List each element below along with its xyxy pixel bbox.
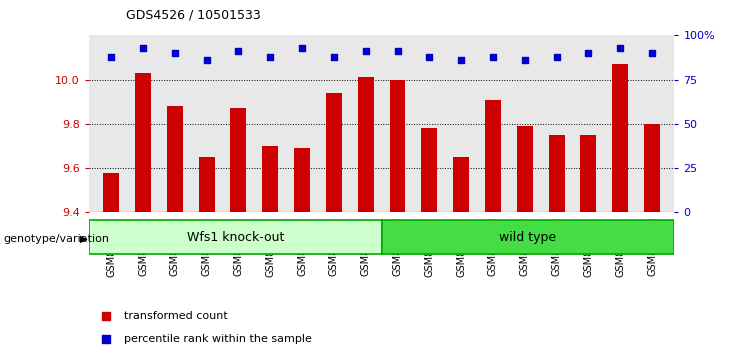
Point (296, 45, 308, 51)
Point (646, 50, 658, 56)
Bar (580, 135, 597, 212)
Bar (453, 157, 469, 212)
Point (614, 45, 626, 51)
Bar (358, 78, 373, 212)
Bar (422, 129, 437, 212)
Point (137, 45, 149, 51)
Bar (516, 126, 533, 212)
Text: percentile rank within the sample: percentile rank within the sample (124, 334, 312, 344)
Point (265, 54, 276, 59)
Point (551, 54, 562, 59)
Bar (485, 99, 501, 212)
Bar (103, 173, 119, 212)
Bar (644, 124, 660, 212)
Point (360, 48, 372, 54)
Text: GDS4526 / 10501533: GDS4526 / 10501533 (126, 9, 261, 22)
Bar (294, 148, 310, 212)
Text: Wfs1 knock-out: Wfs1 knock-out (187, 231, 284, 244)
Point (101, 336, 113, 342)
Point (487, 54, 499, 59)
Bar (230, 108, 247, 212)
Point (455, 57, 467, 63)
Bar (390, 80, 405, 212)
Point (519, 57, 531, 63)
Text: ▶: ▶ (80, 234, 87, 244)
Point (169, 50, 181, 56)
Bar (326, 93, 342, 212)
Text: transformed count: transformed count (124, 311, 227, 321)
Bar (199, 157, 215, 212)
Bar (135, 73, 151, 212)
Bar (382, 220, 674, 254)
Bar (612, 64, 628, 212)
Bar (89, 220, 382, 254)
Point (328, 54, 340, 59)
Point (105, 54, 117, 59)
Point (423, 54, 435, 59)
Bar (548, 135, 565, 212)
Point (101, 313, 113, 319)
Text: wild type: wild type (499, 231, 556, 244)
Point (233, 48, 245, 54)
Point (582, 50, 594, 56)
Bar (167, 106, 183, 212)
Point (391, 48, 403, 54)
Point (201, 57, 213, 63)
Text: genotype/variation: genotype/variation (4, 234, 110, 244)
Bar (262, 146, 278, 212)
